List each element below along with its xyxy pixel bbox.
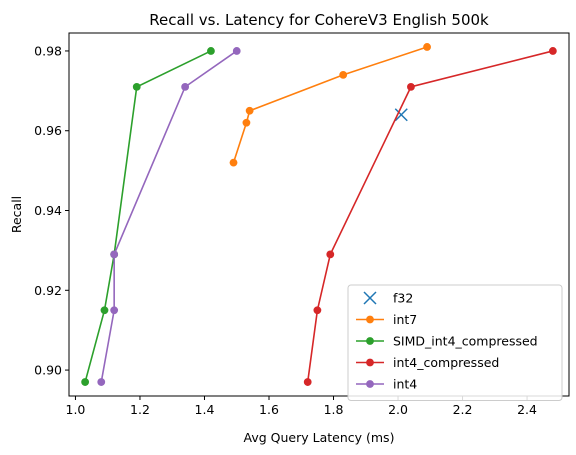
legend-item-f32: f32 xyxy=(363,291,413,306)
data-point-int4_compressed xyxy=(326,250,335,259)
x-axis-label: Avg Query Latency (ms) xyxy=(244,430,395,445)
x-tick-label: 1.4 xyxy=(195,402,215,417)
y-tick-label: 0.98 xyxy=(34,43,62,58)
x-tick-label: 2.4 xyxy=(517,402,537,417)
legend-item-int7: int7 xyxy=(356,312,417,327)
y-axis-label: Recall xyxy=(9,196,24,233)
series-line-int7 xyxy=(232,46,428,163)
marker-x-stroke xyxy=(394,108,408,122)
data-point-int7 xyxy=(242,118,251,127)
x-tick-label: 1.6 xyxy=(259,402,279,417)
legend-marker-int4 xyxy=(366,380,374,388)
data-point-int7 xyxy=(423,43,431,51)
data-point-int4_compressed xyxy=(548,47,557,55)
legend-marker-int4_compressed xyxy=(366,358,374,367)
data-point-int4 xyxy=(232,47,241,55)
series-f32 xyxy=(394,108,408,122)
y-tick-label: 0.96 xyxy=(34,123,62,138)
x-tick-label: 2.0 xyxy=(388,402,408,417)
chart-title: Recall vs. Latency for CohereV3 English … xyxy=(149,11,489,29)
legend-box xyxy=(347,284,563,401)
legend-marker-f32 xyxy=(363,291,377,305)
legend-label-f32: f32 xyxy=(393,291,413,306)
x-tick-label: 1.8 xyxy=(324,402,344,417)
data-point-int4 xyxy=(181,82,190,91)
data-point-int4 xyxy=(110,306,119,315)
series-line-SIMD_int4_compressed xyxy=(84,50,212,383)
series-line-int4 xyxy=(100,50,238,383)
x-tick-label: 2.2 xyxy=(453,402,473,417)
data-point-int4_compressed xyxy=(313,306,322,315)
legend-item-SIMD_int4_compressed: SIMD_int4_compressed xyxy=(356,334,538,349)
x-tick-label: 1.0 xyxy=(66,402,86,417)
x-tick-label: 1.2 xyxy=(130,402,150,417)
series-int4 xyxy=(97,47,241,386)
data-point-int7 xyxy=(229,158,238,167)
data-point-f32 xyxy=(394,108,408,122)
legend-marker-SIMD_int4_compressed xyxy=(366,337,374,345)
data-point-SIMD_int4_compressed xyxy=(132,82,141,91)
series-int4_compressed xyxy=(303,47,557,386)
data-point-int4_compressed xyxy=(303,378,312,386)
plot-frame xyxy=(68,32,570,397)
series-SIMD_int4_compressed xyxy=(81,47,215,386)
data-point-int4 xyxy=(97,378,106,386)
legend-label-int7: int7 xyxy=(393,312,417,327)
y-tick-label: 0.94 xyxy=(34,203,62,218)
legend-label-int4_compressed: int4_compressed xyxy=(393,355,499,370)
marker-x-stroke xyxy=(363,291,377,305)
legend-item-int4_compressed: int4_compressed xyxy=(356,355,499,370)
data-point-SIMD_int4_compressed xyxy=(207,47,215,55)
plot-area xyxy=(81,43,557,386)
data-point-SIMD_int4_compressed xyxy=(100,306,109,315)
legend-label-int4: int4 xyxy=(393,377,417,392)
data-point-int7 xyxy=(245,106,254,115)
legend: f32 int7 SIMD_int4_compressed int4_compress… xyxy=(347,284,563,401)
legend-label-SIMD_int4_compressed: SIMD_int4_compressed xyxy=(393,334,538,349)
legend-marker-int7 xyxy=(366,315,374,324)
legend-item-int4: int4 xyxy=(356,377,417,392)
series-int7 xyxy=(229,43,431,167)
data-point-int4 xyxy=(110,250,119,259)
data-point-SIMD_int4_compressed xyxy=(81,378,90,386)
data-point-int7 xyxy=(339,70,348,79)
y-tick-label: 0.90 xyxy=(34,363,62,378)
data-point-int4_compressed xyxy=(407,82,415,91)
y-tick-label: 0.92 xyxy=(34,283,62,298)
